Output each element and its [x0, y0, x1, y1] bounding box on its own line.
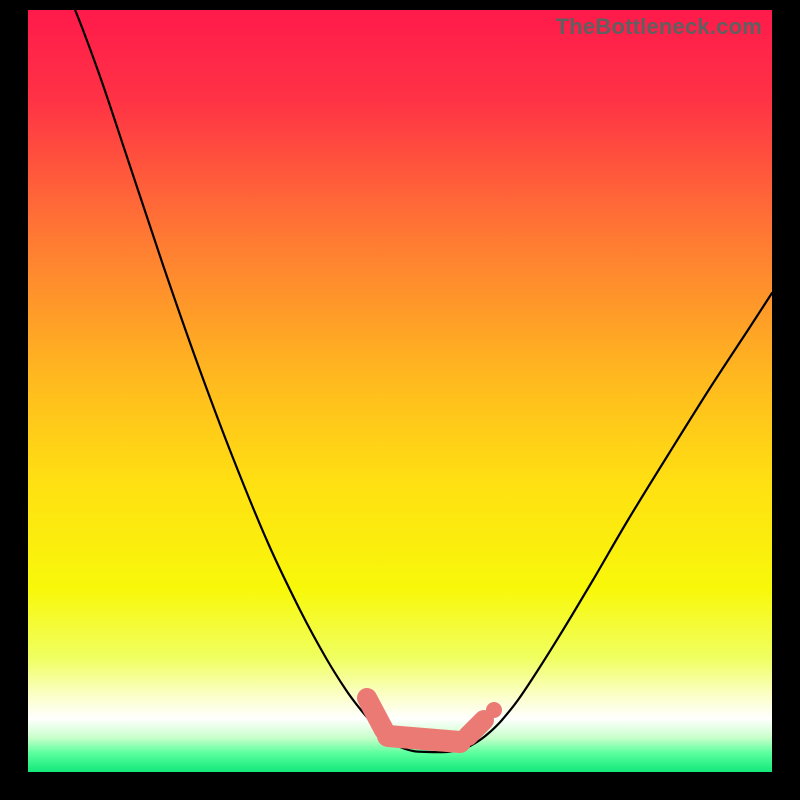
chart-svg [28, 10, 772, 772]
watermark-text: TheBottleneck.com [556, 14, 762, 40]
valley-marker [486, 702, 502, 718]
valley-marker [468, 720, 484, 736]
valley-marker-group [367, 698, 502, 742]
valley-marker [388, 736, 460, 742]
bottleneck-curve [71, 10, 772, 752]
plot-area: TheBottleneck.com [28, 10, 772, 772]
valley-marker [367, 698, 384, 730]
